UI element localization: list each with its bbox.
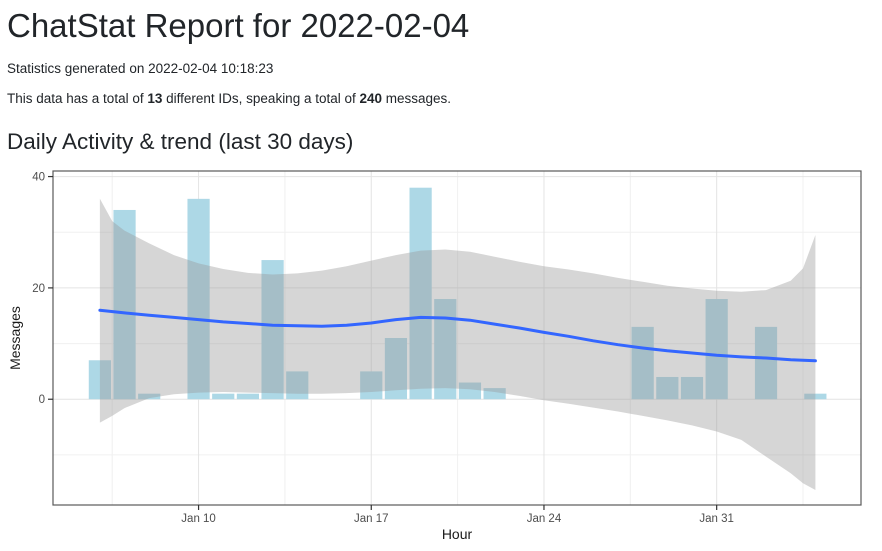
bar-jan-17 (360, 371, 383, 399)
bar-jan-29 (656, 376, 679, 399)
id-count: 13 (147, 91, 163, 107)
bar-jan-8 (138, 393, 161, 399)
bar-jan-14 (286, 371, 309, 399)
report-page: ChatStat Report for 2022-02-04 Statistic… (0, 6, 882, 545)
confidence-band (99, 198, 816, 490)
y-tick-label: 0 (39, 394, 45, 406)
bar-jan-30 (680, 376, 704, 399)
trend-line (98, 308, 817, 362)
bar-jan-31 (705, 298, 728, 399)
bar-jan-19 (409, 187, 432, 399)
y-tick-label: 20 (32, 283, 45, 295)
bar-jan-22 (483, 387, 506, 399)
bar-jan-28 (631, 326, 654, 399)
summary-suffix: messages. (382, 91, 452, 107)
x-axis-title: Hour (442, 526, 473, 542)
x-tick-label: Jan 17 (354, 513, 389, 525)
bar-jan-18 (384, 337, 408, 399)
y-axis-title: Messages (7, 306, 23, 370)
y-tick-label: 40 (32, 171, 45, 183)
daily-activity-chart: 0 20 40 Jan 10 Jan 17 Jan 24 Jan 31 Hour Message… (0, 160, 882, 545)
x-tick-label: Jan 24 (527, 513, 562, 525)
bar-jan-20 (434, 298, 457, 399)
message-count: 240 (359, 91, 383, 107)
bar-feb-4 (804, 393, 827, 399)
x-tick-label: Jan 31 (699, 513, 734, 525)
bar-feb-2 (754, 326, 778, 399)
generated-timestamp: Statistics generated on 2022-02-04 10:18… (7, 60, 274, 76)
bar-jan-13 (261, 259, 284, 399)
bar-jan-10 (187, 198, 210, 399)
summary-line: This data has a total of 13 different ID… (7, 91, 882, 107)
bar-jan-21 (458, 382, 482, 399)
bar-jan-12 (236, 393, 260, 399)
summary-middle: different IDs, speaking a total of (162, 91, 360, 107)
x-tick-label: Jan 10 (181, 513, 216, 525)
bar-jan-11 (212, 393, 235, 399)
page-title: ChatStat Report for 2022-02-04 (7, 7, 470, 44)
section-title: Daily Activity & trend (last 30 days) (7, 128, 354, 154)
panel-border (52, 170, 862, 506)
bar-jan-7 (113, 209, 136, 399)
daily-activity-chart-svg: 0 20 40 Jan 10 Jan 17 Jan 24 Jan 31 Hour Message… (7, 170, 862, 542)
bar-jan-6 (88, 359, 111, 399)
summary-prefix: This data has a total of (7, 91, 148, 107)
